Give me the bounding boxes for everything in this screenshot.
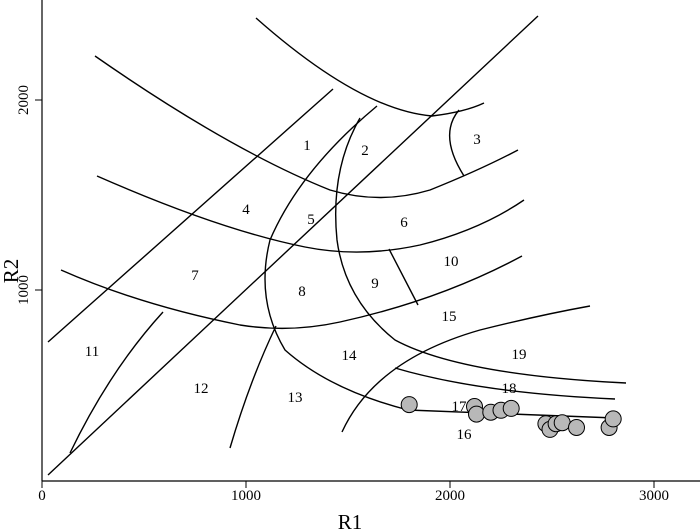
field-label: 16 [457,427,473,443]
line-9-10-divider [388,248,419,306]
curve-left-s [264,105,616,419]
field-label: 9 [371,276,379,292]
sample-points [400,396,622,438]
field-label: 4 [242,202,250,218]
sample-point [502,399,520,417]
field-label: 5 [307,212,315,228]
x-ticks: 0 1000 2000 3000 [38,481,669,504]
field-label: 7 [191,268,199,284]
curve-right-s [334,117,627,384]
curve-17-18-divider [394,367,616,400]
curve-top-bowl [255,17,485,117]
field-label: 17 [452,399,468,415]
x-axis-title: R1 [338,510,363,531]
curve-lower-band [60,255,523,330]
x-tick-label: 0 [38,488,46,504]
y-axis-title: R2 [0,259,23,284]
field-label: 13 [288,390,303,406]
curve-11-12-divider [69,311,164,454]
y-ticks: 1000 2000 [16,85,42,305]
sample-point [400,396,418,414]
field-labels: 1 2 3 4 5 6 7 8 9 10 11 12 13 14 15 16 1… [85,132,527,443]
sample-point [604,410,622,428]
field-label: 11 [85,344,99,360]
field-label: 19 [512,347,527,363]
field-boundaries [47,15,627,476]
curve-middle-band [96,175,525,253]
field-label: 6 [400,215,408,231]
sample-point [468,405,485,423]
curve-field-3-edge [448,109,465,177]
curve-field-15-19-divider [341,305,591,433]
x-tick-label: 1000 [231,488,261,504]
x-tick-label: 3000 [639,488,669,504]
field-label: 10 [444,254,459,270]
field-label: 18 [502,381,517,397]
x-tick-label: 2000 [435,488,465,504]
sample-point [568,419,585,436]
axes [41,0,700,482]
field-label: 14 [342,348,358,364]
field-label: 1 [303,138,311,154]
field-label: 2 [361,143,369,159]
field-label: 8 [298,284,306,300]
y-tick-label: 1000 [16,275,32,305]
diagonal-line-upper [47,88,334,343]
field-label: 12 [194,381,209,397]
sample-point [553,414,571,432]
field-label: 3 [473,132,481,148]
diagonal-line-lower [47,15,539,476]
field-label: 15 [442,309,457,325]
curve-upper-band [94,55,519,199]
y-tick-label: 2000 [16,85,32,115]
curve-12-13-divider [229,325,277,449]
